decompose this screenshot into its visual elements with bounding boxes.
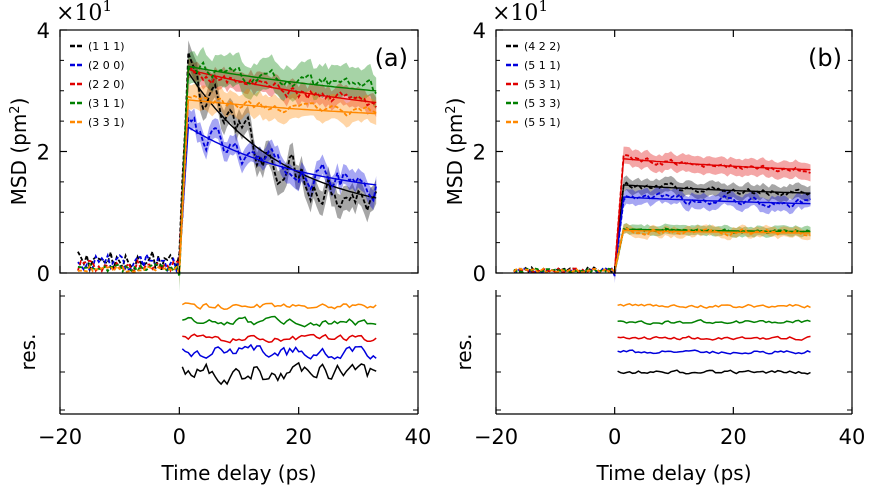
y-axis-title: MSD (pm2) xyxy=(443,98,467,206)
y-tick-label: 2 xyxy=(473,141,486,165)
fit-line-1 xyxy=(614,196,811,272)
y-tick-label: 4 xyxy=(37,19,50,43)
residual-line-0 xyxy=(181,361,377,386)
legend-label-3: (3 1 1) xyxy=(88,97,125,110)
residual-line-4 xyxy=(181,302,377,310)
data-line-2 xyxy=(513,154,811,274)
x-axis-title: Time delay (ps) xyxy=(595,461,751,485)
panel-label: (a) xyxy=(375,44,408,72)
legend-label-4: (3 3 1) xyxy=(88,116,125,129)
residual-line-1 xyxy=(181,343,377,360)
fit-line-2 xyxy=(614,158,811,272)
confidence-band-2 xyxy=(614,146,811,281)
confidence-band-4 xyxy=(179,83,377,286)
panel-b: 0 2 4×101 MSD (pm2) (b) (4 2 2) (5 1 1) (5 3 1)… xyxy=(443,0,865,485)
x-tick-label: 40 xyxy=(405,425,432,449)
fit-line-3 xyxy=(178,65,377,270)
confidence-band-2 xyxy=(179,58,377,273)
x-tick-label: −20 xyxy=(474,425,518,449)
legend-label-0: (1 1 1) xyxy=(88,40,125,53)
residual-line-1 xyxy=(617,349,811,355)
fit-line-1 xyxy=(178,126,377,266)
confidence-band-3 xyxy=(179,46,377,293)
fit-line-0 xyxy=(614,184,811,271)
scale-factor: ×101 xyxy=(56,0,112,26)
y-tick-label: 2 xyxy=(37,141,50,165)
y-axis-title: MSD (pm2) xyxy=(7,98,31,206)
x-tick-label: 0 xyxy=(173,425,186,449)
y-tick-label: 4 xyxy=(473,19,486,43)
data-line-1 xyxy=(77,116,378,274)
residual-line-2 xyxy=(182,333,377,344)
panel-a: 0 2 4×101 MSD (pm2) (a) (1 1 1) (2 0 0) (2 2 0)… xyxy=(7,0,431,485)
residual-line-3 xyxy=(182,315,377,328)
residual-line-4 xyxy=(617,302,811,309)
confidence-band-1 xyxy=(614,185,811,284)
residual-axis-title: res. xyxy=(452,334,476,371)
x-tick-label: 40 xyxy=(839,425,866,449)
confidence-band-3 xyxy=(614,223,811,276)
fit-line-4 xyxy=(614,229,811,272)
legend-label-1: (5 1 1) xyxy=(524,59,561,72)
x-tick-label: 20 xyxy=(285,425,312,449)
panel-label: (b) xyxy=(808,44,842,72)
legend-label-0: (4 2 2) xyxy=(524,40,561,53)
fit-line-3 xyxy=(614,228,811,272)
residual-line-2 xyxy=(617,335,811,341)
x-axis-title: Time delay (ps) xyxy=(160,461,316,485)
data-line-0 xyxy=(77,52,378,274)
x-tick-label: 20 xyxy=(720,425,747,449)
legend-label-2: (2 2 0) xyxy=(88,78,125,91)
y-tick-label: 0 xyxy=(473,262,486,286)
data-line-3 xyxy=(77,60,377,277)
residual-line-0 xyxy=(617,369,811,375)
x-tick-label: 0 xyxy=(608,425,621,449)
scale-factor: ×101 xyxy=(492,0,548,26)
data-line-2 xyxy=(77,67,377,273)
legend-label-1: (2 0 0) xyxy=(88,59,125,72)
y-tick-label: 0 xyxy=(37,262,50,286)
residual-line-3 xyxy=(617,318,811,326)
legend-label-2: (5 3 1) xyxy=(524,78,561,91)
x-tick-label: −20 xyxy=(38,425,82,449)
legend-label-3: (5 3 3) xyxy=(524,97,561,110)
data-line-4 xyxy=(77,94,377,274)
legend-label-4: (5 5 1) xyxy=(524,116,561,129)
residual-axis-title: res. xyxy=(16,334,40,371)
confidence-band-4 xyxy=(614,223,811,276)
fit-line-0 xyxy=(178,70,377,265)
fit-line-4 xyxy=(178,99,377,271)
